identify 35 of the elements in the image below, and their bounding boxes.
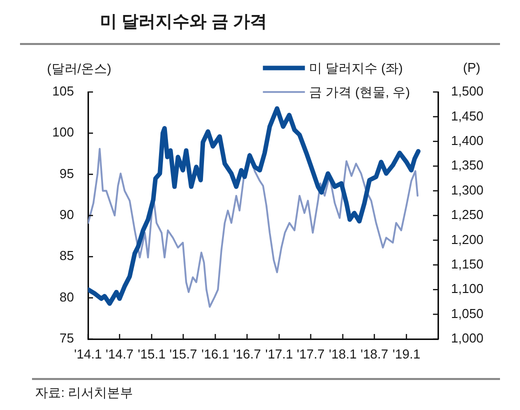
y2-tick-label: 1,300 — [451, 182, 484, 198]
x-tick-label: '18.7 — [360, 346, 388, 362]
x-tick-label: '14.7 — [106, 346, 134, 362]
chart-title: 미 달러지수와 금 가격 — [100, 12, 268, 32]
y2-axis-title: (P) — [463, 60, 480, 76]
y2-tick-label: 1,500 — [451, 84, 484, 99]
x-tick-label: '18.1 — [328, 346, 357, 362]
y2-tick-label: 1,000 — [451, 330, 484, 346]
x-tick-label: '14.1 — [74, 346, 102, 362]
x-tick-label: '17.7 — [296, 346, 325, 362]
legend-label: 미 달러지수 (좌) — [308, 60, 403, 76]
x-tick-label: '16.7 — [233, 346, 261, 362]
y-axis-title: (달러/온스) — [47, 61, 112, 77]
y-tick-label: 95 — [60, 166, 74, 181]
y-tick-label: 80 — [60, 289, 74, 304]
y2-tick-label: 1,250 — [451, 207, 484, 222]
y2-tick-label: 1,450 — [451, 108, 484, 124]
x-tick-label: '16.1 — [201, 346, 230, 362]
y-tick-label: 85 — [60, 248, 74, 264]
y2-tick-label: 1,150 — [451, 256, 484, 272]
text: 자료: 리서치본부 — [35, 385, 134, 401]
x-tick-label: '17.1 — [265, 346, 294, 362]
y-tick-label: 100 — [52, 124, 74, 140]
y-tick-label: 75 — [60, 330, 74, 346]
y-tick-label: 105 — [52, 84, 74, 99]
y2-tick-label: 1,050 — [451, 306, 484, 321]
y2-tick-label: 1,400 — [451, 132, 484, 148]
y2-tick-label: 1,350 — [451, 158, 484, 173]
y2-tick-label: 1,200 — [451, 232, 484, 247]
legend-label: 금 가격 (현물, 우) — [308, 84, 410, 100]
x-tick-label: '19.1 — [392, 346, 420, 362]
y2-tick-label: 1,100 — [451, 281, 484, 296]
x-tick-label: '15.1 — [138, 346, 166, 362]
x-tick-label: '15.7 — [169, 346, 198, 362]
y-tick-label: 90 — [60, 207, 74, 222]
